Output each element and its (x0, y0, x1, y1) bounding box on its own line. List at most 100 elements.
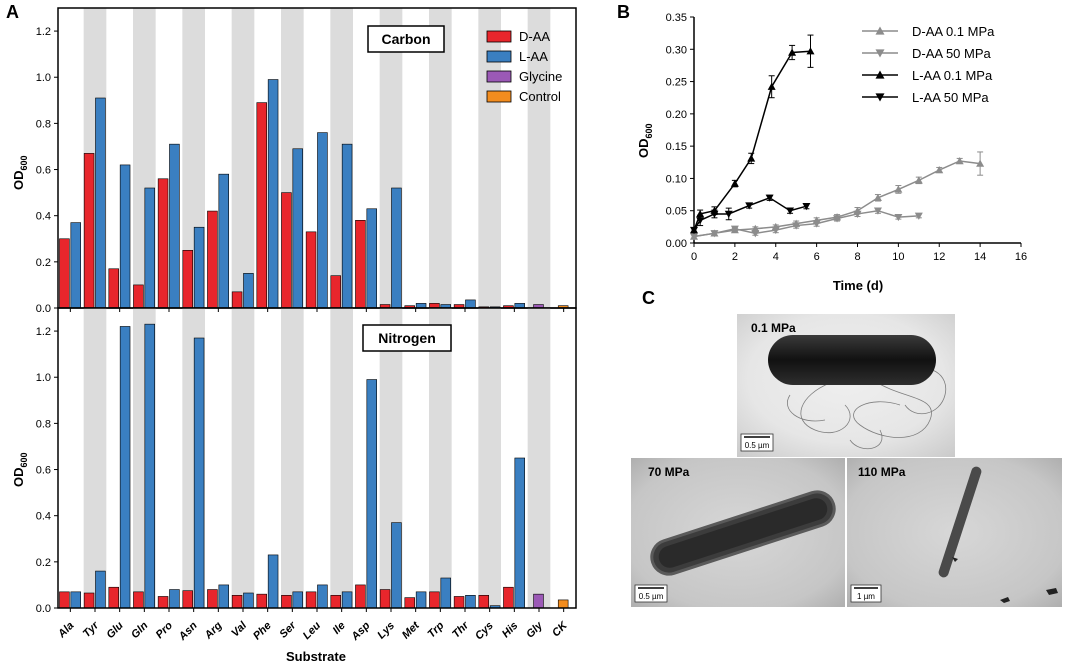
data-point (935, 166, 944, 174)
series-d-aa-50-mpa (690, 207, 923, 241)
b-y-tick-label: 0.00 (666, 238, 687, 250)
data-point (833, 215, 842, 223)
category-label-his: His (500, 620, 521, 641)
bar-l-aa-pro (169, 589, 180, 609)
bar-l-aa-thr (465, 595, 476, 609)
data-point (710, 210, 719, 218)
plot-frame (57, 307, 577, 609)
bar-d-aa-pro (157, 596, 169, 609)
data-point (802, 202, 811, 211)
bar-d-aa-arg (207, 210, 218, 309)
legend-label-l-aa: L-AA (519, 49, 548, 64)
bar-l-aa-ile (341, 143, 353, 309)
y-tick-label: 1.2 (36, 326, 51, 338)
data-point (812, 220, 821, 228)
bar-d-aa-ser (281, 595, 292, 609)
category-label-val: Val (229, 619, 250, 640)
bar-l-aa-asp (366, 379, 377, 609)
bar-d-aa-leu (305, 231, 317, 309)
data-point (690, 233, 698, 241)
legend-label: L-AA 50 MPa (912, 90, 989, 105)
b-x-tick-label: 2 (732, 251, 738, 263)
y-tick-label: 0.6 (36, 465, 51, 477)
nitrogen-bar-chart: OD600 Nitrogen Substrate 0.0 0.2 0.4 0.6 0.8… (11, 307, 577, 664)
legend-swatch-d-aa (486, 30, 512, 43)
b-legend: D-AA 0.1 MPa D-AA 50 MPa L-AA 0.1 MPa L-AA … (862, 24, 995, 105)
y-tick-label: 0.2 (36, 557, 51, 569)
legend: D-AA L-AA Glycine Control (486, 29, 562, 104)
category-label-phe: Phe (251, 620, 274, 643)
data-point (873, 207, 882, 215)
y-tick-label: 1.2 (36, 26, 51, 38)
legend-marker (875, 26, 885, 35)
bar-glycine (533, 593, 544, 609)
bar-d-aa-tyr (83, 592, 95, 609)
data-point (873, 193, 882, 201)
category-label-ala: Ala (55, 620, 76, 641)
data-point (792, 222, 801, 230)
scale-bar-70mpa: 0.5 µm (639, 592, 664, 601)
tem-image-0-1mpa: 0.1 MPa 0.5 µm (737, 314, 955, 457)
series-line (693, 209, 919, 238)
bar-l-aa-leu (317, 132, 328, 309)
bar-l-aa-lys (391, 522, 402, 609)
legend-marker (875, 49, 885, 58)
series-line (693, 50, 811, 231)
b-y-tick-label: 0.10 (666, 173, 687, 185)
category-label-glu: Glu (104, 619, 126, 641)
legend-label-control: Control (519, 89, 561, 104)
bar-l-aa-trp (440, 577, 451, 609)
data-point (747, 154, 756, 162)
category-band (231, 308, 255, 608)
bar-l-aa-arg (218, 173, 229, 309)
bar-d-aa-arg (207, 589, 218, 609)
category-band (330, 308, 353, 608)
bacterium-cell (938, 466, 982, 578)
bar-l-aa-asn (193, 337, 205, 609)
scale-bar-110mpa: 1 µm (857, 592, 875, 601)
scale-bar-0-1mpa: 0.5 µm (745, 441, 770, 450)
bar-d-aa-ile (330, 275, 341, 309)
bar-l-aa-tyr (95, 97, 106, 309)
b-x-axis-label: Time (d) (833, 278, 883, 293)
legend-label-d-aa: D-AA (519, 29, 550, 44)
data-point (894, 213, 903, 222)
bar-d-aa-gln (133, 284, 144, 309)
legend-marker (875, 93, 885, 102)
category-band (429, 308, 452, 608)
category-band (527, 8, 551, 308)
category-label-ser: Ser (277, 619, 299, 641)
category-label-asn: Asn (176, 619, 200, 643)
bar-control (557, 599, 569, 609)
bar-l-aa-val (243, 592, 254, 609)
bar-d-aa-phe (256, 593, 267, 609)
bar-l-aa-phe (267, 79, 279, 309)
bar-l-aa-leu (317, 584, 328, 609)
data-point (806, 47, 815, 55)
data-point (976, 159, 985, 167)
category-label-lys: Lys (375, 620, 397, 642)
category-label-asp: Asp (349, 619, 373, 643)
data-point (914, 212, 923, 220)
legend-label: D-AA 50 MPa (912, 46, 992, 61)
bar-l-aa-ala (70, 222, 81, 309)
category-label-ile: Ile (331, 620, 348, 637)
panel-label-a: A (6, 2, 19, 22)
b-y-tick-label: 0.05 (666, 206, 687, 218)
panel-label-c: C (642, 288, 655, 308)
legend-swatch-control (486, 90, 512, 103)
data-point (788, 48, 797, 56)
bar-d-aa-his (503, 586, 514, 609)
legend-swatch-glycine (486, 70, 512, 83)
data-point (710, 230, 719, 238)
b-y-tick-label: 0.30 (666, 44, 687, 56)
bar-d-aa-glu (108, 268, 119, 309)
category-band (83, 308, 107, 608)
carbon-y-axis-label: OD600 (11, 155, 29, 190)
bar-l-aa-asn (193, 226, 205, 309)
bar-l-aa-gln (144, 187, 155, 309)
b-x-tick-label: 0 (691, 251, 697, 263)
tem-image-110mpa: 110 MPa 1 µm (847, 458, 1062, 607)
bar-d-aa-ala (59, 238, 70, 309)
bar-l-aa-phe (267, 554, 279, 609)
